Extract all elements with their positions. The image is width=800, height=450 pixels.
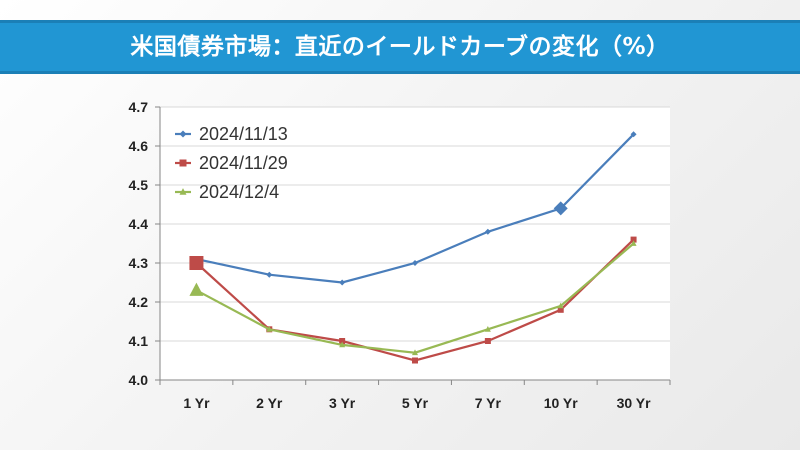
y-tick-label: 4.5 [129,177,149,193]
x-tick-label: 2 Yr [256,395,283,411]
title-bar: 米国債券市場：直近のイールドカーブの変化（%） [0,20,800,74]
legend-marker [179,188,187,195]
data-point [339,279,346,286]
x-tick-label: 30 Yr [617,395,652,411]
data-point [189,282,204,296]
y-tick-label: 4.1 [129,333,149,349]
data-point [484,326,491,332]
x-tick-label: 7 Yr [475,395,502,411]
data-point [339,338,346,344]
legend-label: 2024/12/4 [199,182,279,202]
data-point [553,201,568,216]
legend-label: 2024/11/29 [199,153,288,173]
data-point [484,228,491,235]
legend-label: 2024/11/13 [199,124,288,144]
data-point [630,240,637,246]
plot-area [160,107,670,380]
data-point [557,306,564,313]
legend-marker [179,130,187,138]
y-tick-label: 4.2 [129,294,149,310]
data-point [412,260,418,266]
y-tick-label: 4.4 [129,216,149,232]
legend-marker [179,159,187,167]
data-point [189,256,204,270]
data-point [412,349,418,356]
x-tick-label: 5 Yr [402,395,429,411]
y-tick-label: 4.3 [129,255,149,271]
x-tick-label: 3 Yr [329,395,356,411]
data-point [484,338,491,344]
data-point [412,357,418,364]
y-tick-label: 4.0 [129,372,149,388]
y-tick-label: 4.7 [129,99,149,115]
data-point [557,302,564,309]
data-point [630,131,637,138]
chart-title: 米国債券市場：直近のイールドカーブの変化（%） [130,34,670,60]
data-point [266,326,273,332]
x-tick-label: 1 Yr [183,395,210,411]
data-point [266,271,273,278]
x-tick-label: 10 Yr [544,395,579,411]
data-point [339,341,346,348]
data-point [630,236,637,243]
y-tick-label: 4.6 [129,138,149,154]
